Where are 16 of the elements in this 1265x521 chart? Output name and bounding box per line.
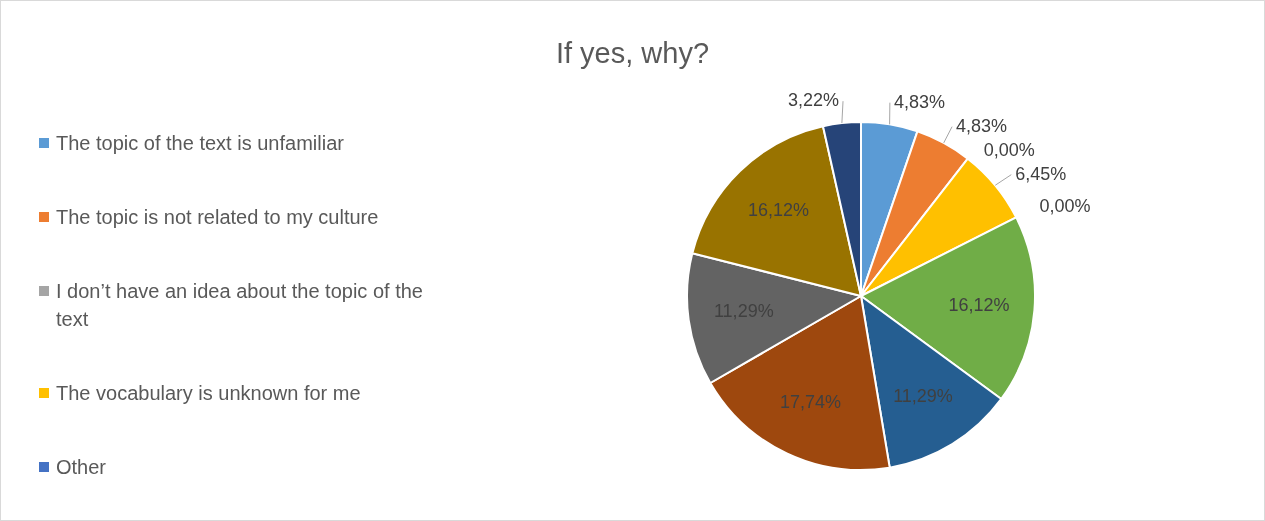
chart-title: If yes, why?	[554, 37, 711, 70]
legend-label: Other	[56, 455, 107, 480]
legend-label: I don’t have an idea about the topic of the text	[56, 279, 424, 332]
legend-label: The vocabulary is unknown for me	[56, 381, 361, 406]
text: 0,00%	[983, 139, 1035, 160]
data-label: 6,45%	[1015, 163, 1067, 184]
text: 0,00%	[1039, 196, 1091, 217]
data-label: 16,12%	[948, 294, 1010, 315]
data-label: 4,83%	[893, 91, 945, 112]
legend-label: The topic of the text is unfamiliar	[56, 131, 344, 156]
legend-label: The topic is not related to my culture	[56, 205, 379, 230]
data-label: 4,83%	[956, 115, 1008, 136]
data-label: 11,29%	[893, 385, 953, 406]
data-label: 17,74%	[780, 391, 842, 412]
data-label: 16,12%	[747, 200, 810, 221]
data-label: 3,22%	[787, 90, 840, 111]
